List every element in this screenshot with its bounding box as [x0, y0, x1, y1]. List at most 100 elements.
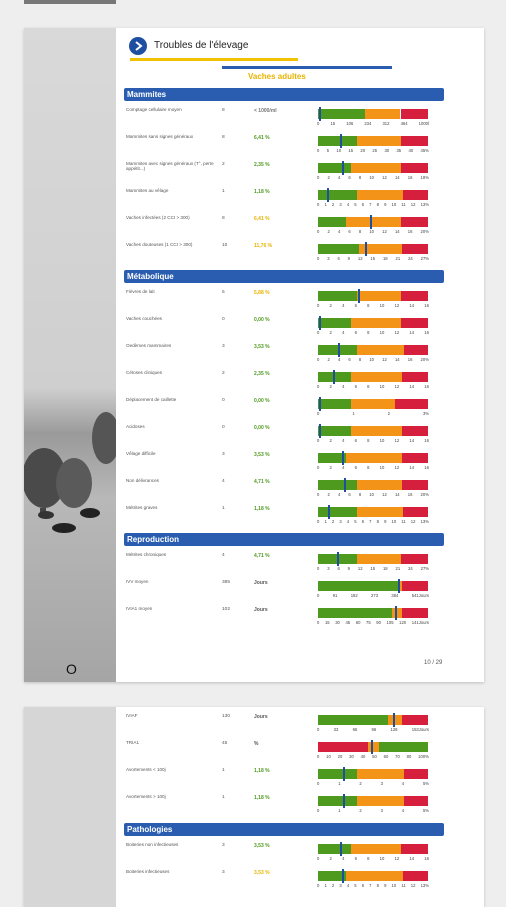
row-label: Fièvres de lait: [126, 289, 155, 294]
gauge-tick-label: 16: [424, 438, 429, 443]
gauge-tick-label: 35: [396, 148, 402, 153]
gauge-marker: [337, 343, 340, 357]
gauge-tick-label: 2: [329, 465, 332, 470]
gauge-marker: [340, 842, 342, 856]
row-value: 0,00 %: [254, 317, 270, 323]
gauge-tick-label: 14: [394, 492, 400, 497]
row-label: Mammites au vêlage: [126, 188, 169, 193]
gauge-tick-label: 182: [350, 593, 358, 598]
row-count: 4: [222, 479, 225, 484]
gauge-tick-label: 2: [327, 492, 330, 497]
gauge-tick-label: 10: [369, 175, 375, 180]
gauge-segment: [318, 291, 357, 301]
gauge-segment: [318, 217, 346, 227]
row-label: Boiteries non infectieuses: [126, 842, 179, 847]
gauge-tick-label: 0: [317, 229, 320, 234]
gauge-marker: [392, 713, 395, 727]
row-label: IVIAF: [126, 713, 138, 718]
row-value: 2,35 %: [254, 371, 270, 377]
row-value: 4,71 %: [254, 479, 270, 485]
gauge-segment: [401, 480, 428, 490]
gauge-tick-label: 3: [327, 566, 330, 571]
gauge-tick-label: 3: [327, 256, 330, 261]
row-label: Vêlage difficile: [126, 451, 156, 456]
gauge-tick-label: 6: [361, 519, 365, 524]
gauge-segment: [400, 163, 428, 173]
gauge-tick-label: 20%: [420, 229, 429, 234]
gauge-segment: [356, 480, 402, 490]
gauge-marker: [370, 740, 373, 754]
gauge-marker: [344, 478, 347, 492]
gauge-ticks: 0 2 4 6 8 10 12 14 16: [317, 303, 429, 308]
gauge-tick-label: 10: [369, 357, 375, 362]
gauge-tick-label: 8: [367, 856, 370, 861]
gauge-tick-label: 6: [354, 465, 357, 470]
gauge-tick-label: 0: [317, 175, 320, 180]
gauge-tick-label: 0: [317, 883, 320, 888]
gauge-segment: [318, 581, 399, 591]
gauge-tick-label: 12: [410, 202, 416, 207]
gauge-segment: [318, 109, 366, 119]
row-value: 0,00 %: [254, 398, 270, 404]
gauge-tick-label: 0: [317, 754, 320, 759]
gauge-tick-label: 18: [382, 566, 388, 571]
gauge-tick-label: 10: [391, 883, 397, 888]
gauge-tick-label: 1000l: [418, 121, 429, 126]
gauge-tick-label: 2: [387, 411, 390, 416]
gauge-tick-label: 4: [401, 808, 405, 813]
gauge-tick-label: 11: [401, 202, 406, 207]
gauge-segment: [403, 345, 428, 355]
row-count: 0: [222, 425, 225, 430]
row-value: 4,71 %: [254, 553, 270, 559]
gauge-ticks: 0 15 30 45 60 75 90 105 120 141Jours: [317, 620, 429, 625]
gauge-tick-label: 15: [324, 620, 330, 625]
row-label: Déplacement de caillette: [126, 397, 177, 402]
row-label: Mammites avec signes généraux (T°, perte…: [126, 161, 214, 172]
gauge-tick-label: 3: [339, 883, 342, 888]
gauge-tick-label: 9: [384, 519, 387, 524]
row-value: < 1000/ml: [254, 108, 277, 114]
gauge-ticks: 0 2 4 6 8 10 12 14 16 20%: [317, 357, 429, 362]
gauge-segment: [400, 318, 428, 328]
row-count: 1: [222, 189, 225, 194]
gauge-tick-label: 1: [352, 411, 355, 416]
gauge-tick-label: 12: [357, 566, 363, 571]
gauge-tick-label: 8: [376, 519, 379, 524]
gauge-tick-label: 4: [342, 330, 345, 335]
gauge-segment: [318, 399, 351, 409]
gauge-segment: [401, 453, 428, 463]
row-label: TRIA1: [126, 740, 140, 745]
gauge-segment: [318, 507, 357, 517]
gauge-tick-label: 96: [371, 727, 377, 732]
gauge-tick-label: 10: [369, 229, 375, 234]
gauge-tick-label: 141Jours: [411, 620, 429, 625]
gauge-tick-label: 3%: [422, 411, 429, 416]
gauge-tick-label: 2: [329, 438, 332, 443]
gauge-tick-label: 10: [379, 330, 385, 335]
gauge-tick-label: 4: [337, 357, 341, 362]
chevron: [135, 41, 143, 51]
row-count: 1: [222, 506, 225, 511]
gauge-tick-label: 8: [367, 465, 370, 470]
gauge-tick-label: 6: [337, 566, 340, 571]
gauge-tick-label: 2: [359, 781, 362, 786]
row-value: 1,18 %: [254, 768, 270, 774]
gauge-segment: [403, 796, 428, 806]
gauge-tick-label: 13%: [420, 519, 429, 524]
gauge-marker: [365, 242, 368, 256]
gauge-segment: [318, 190, 357, 200]
gauge-tick-label: 128: [390, 727, 398, 732]
gauge-tick-label: 120: [399, 620, 407, 625]
gauge-tick-label: 10: [369, 492, 375, 497]
gauge-tick-label: 4: [346, 202, 350, 207]
row-value: 3,53 %: [254, 870, 270, 876]
gauge-tick-label: 30: [335, 620, 340, 625]
gauge-tick-label: 0: [317, 781, 320, 786]
gauge-tick-label: 3: [380, 808, 383, 813]
title-rule: [130, 58, 298, 61]
gauge-segment: [345, 217, 401, 227]
gauge-tick-label: 9: [384, 883, 387, 888]
gauge-tick-label: 10: [379, 384, 385, 389]
gauge-marker: [319, 107, 322, 121]
